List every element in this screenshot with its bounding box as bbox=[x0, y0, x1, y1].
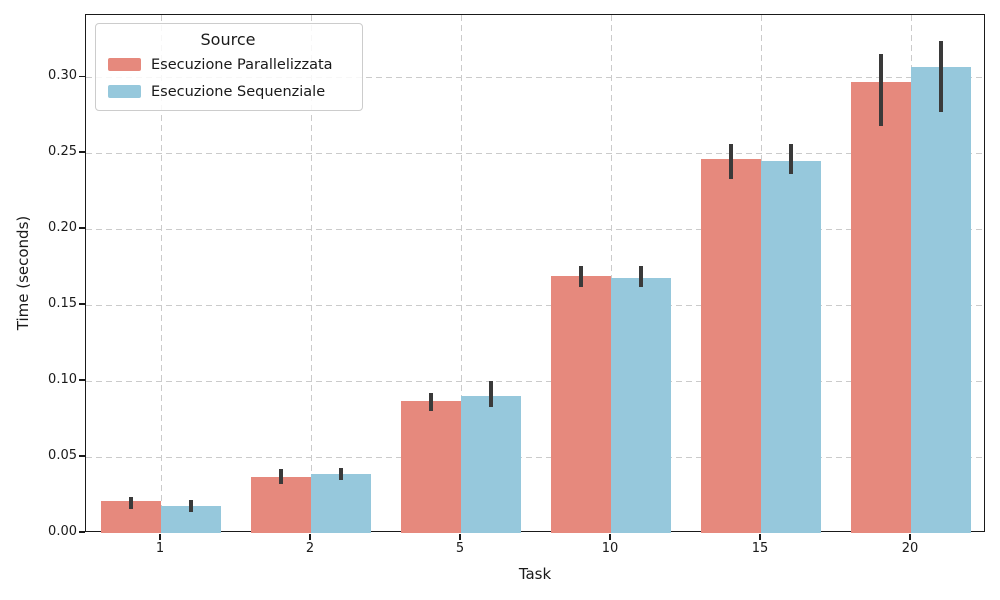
gridline-vertical bbox=[311, 15, 312, 531]
y-tick-mark bbox=[79, 455, 85, 457]
gridline-vertical bbox=[611, 15, 612, 531]
y-tick-mark bbox=[79, 531, 85, 533]
gridline-horizontal bbox=[86, 305, 984, 307]
error-bar-sequenziale-task-10 bbox=[639, 265, 643, 287]
legend-swatch-sequenziale-icon bbox=[108, 85, 141, 98]
y-tick-mark bbox=[79, 227, 85, 229]
y-tick-mark bbox=[79, 75, 85, 78]
gridline-vertical bbox=[161, 15, 162, 531]
y-tick-label: 0.05 bbox=[48, 448, 77, 464]
error-bar-parallelizzata-task-15 bbox=[729, 144, 733, 180]
bar-sequenziale-task-10 bbox=[611, 277, 671, 533]
bar-parallelizzata-task-5 bbox=[401, 400, 461, 533]
x-tick-mark bbox=[759, 533, 761, 540]
legend-label-sequenziale: Esecuzione Sequenziale bbox=[151, 83, 326, 100]
gridline-vertical bbox=[461, 15, 462, 531]
legend-swatch-parallelizzata-icon bbox=[108, 58, 141, 71]
legend: Source Esecuzione Parallelizzata Esecuzi… bbox=[95, 23, 363, 111]
legend-label-parallelizzata: Esecuzione Parallelizzata bbox=[151, 56, 333, 73]
error-bar-sequenziale-task-15 bbox=[789, 144, 793, 175]
legend-item-parallelizzata: Esecuzione Parallelizzata bbox=[104, 51, 352, 78]
legend-item-sequenziale: Esecuzione Sequenziale bbox=[104, 78, 352, 105]
gridline-horizontal bbox=[86, 381, 984, 383]
x-tick-mark bbox=[159, 533, 161, 540]
x-tick-label-task-5: 5 bbox=[455, 541, 465, 556]
gridline-horizontal bbox=[86, 457, 984, 459]
y-tick-label: 0.20 bbox=[48, 220, 77, 236]
error-bar-parallelizzata-task-1 bbox=[129, 496, 133, 509]
x-axis-label: Task bbox=[518, 565, 552, 583]
error-bar-parallelizzata-task-10 bbox=[579, 265, 583, 287]
gridline-horizontal bbox=[86, 229, 984, 231]
bar-sequenziale-task-20 bbox=[911, 66, 971, 533]
y-tick-label: 0.10 bbox=[48, 372, 77, 388]
error-bar-sequenziale-task-1 bbox=[189, 499, 193, 512]
x-tick-label-task-15: 15 bbox=[751, 541, 769, 556]
x-tick-label-task-20: 20 bbox=[901, 541, 919, 556]
bar-parallelizzata-task-10 bbox=[551, 276, 611, 533]
bar-sequenziale-task-5 bbox=[461, 396, 521, 533]
x-tick-label-task-2: 2 bbox=[305, 541, 315, 556]
gridline-horizontal bbox=[86, 153, 984, 155]
error-bar-parallelizzata-task-20 bbox=[879, 54, 883, 126]
bar-sequenziale-task-15 bbox=[761, 160, 821, 533]
error-bar-sequenziale-task-2 bbox=[339, 467, 343, 480]
gridline-horizontal bbox=[86, 77, 984, 79]
bar-parallelizzata-task-2 bbox=[251, 476, 311, 533]
y-tick-mark bbox=[79, 303, 85, 305]
x-tick-mark bbox=[909, 533, 911, 540]
bar-parallelizzata-task-20 bbox=[851, 81, 911, 533]
y-tick-label: 0.00 bbox=[48, 524, 77, 539]
legend-title: Source bbox=[200, 30, 256, 49]
x-tick-mark bbox=[459, 533, 461, 540]
y-tick-mark bbox=[79, 151, 85, 153]
x-tick-label-task-1: 1 bbox=[155, 541, 165, 556]
x-tick-label-task-10: 10 bbox=[601, 541, 619, 556]
y-tick-label: 0.25 bbox=[48, 144, 77, 160]
error-bar-parallelizzata-task-2 bbox=[279, 469, 283, 485]
error-bar-sequenziale-task-5 bbox=[489, 381, 493, 407]
bar-parallelizzata-task-15 bbox=[701, 159, 761, 533]
bar-sequenziale-task-2 bbox=[311, 473, 371, 533]
error-bar-sequenziale-task-20 bbox=[939, 40, 943, 113]
error-bar-parallelizzata-task-5 bbox=[429, 393, 433, 412]
y-tick-label: 0.30 bbox=[48, 68, 77, 84]
y-tick-label: 0.15 bbox=[48, 296, 77, 312]
x-tick-mark bbox=[309, 533, 311, 540]
x-tick-mark bbox=[609, 533, 611, 540]
plot-area bbox=[85, 14, 985, 533]
y-tick-mark bbox=[79, 379, 85, 381]
